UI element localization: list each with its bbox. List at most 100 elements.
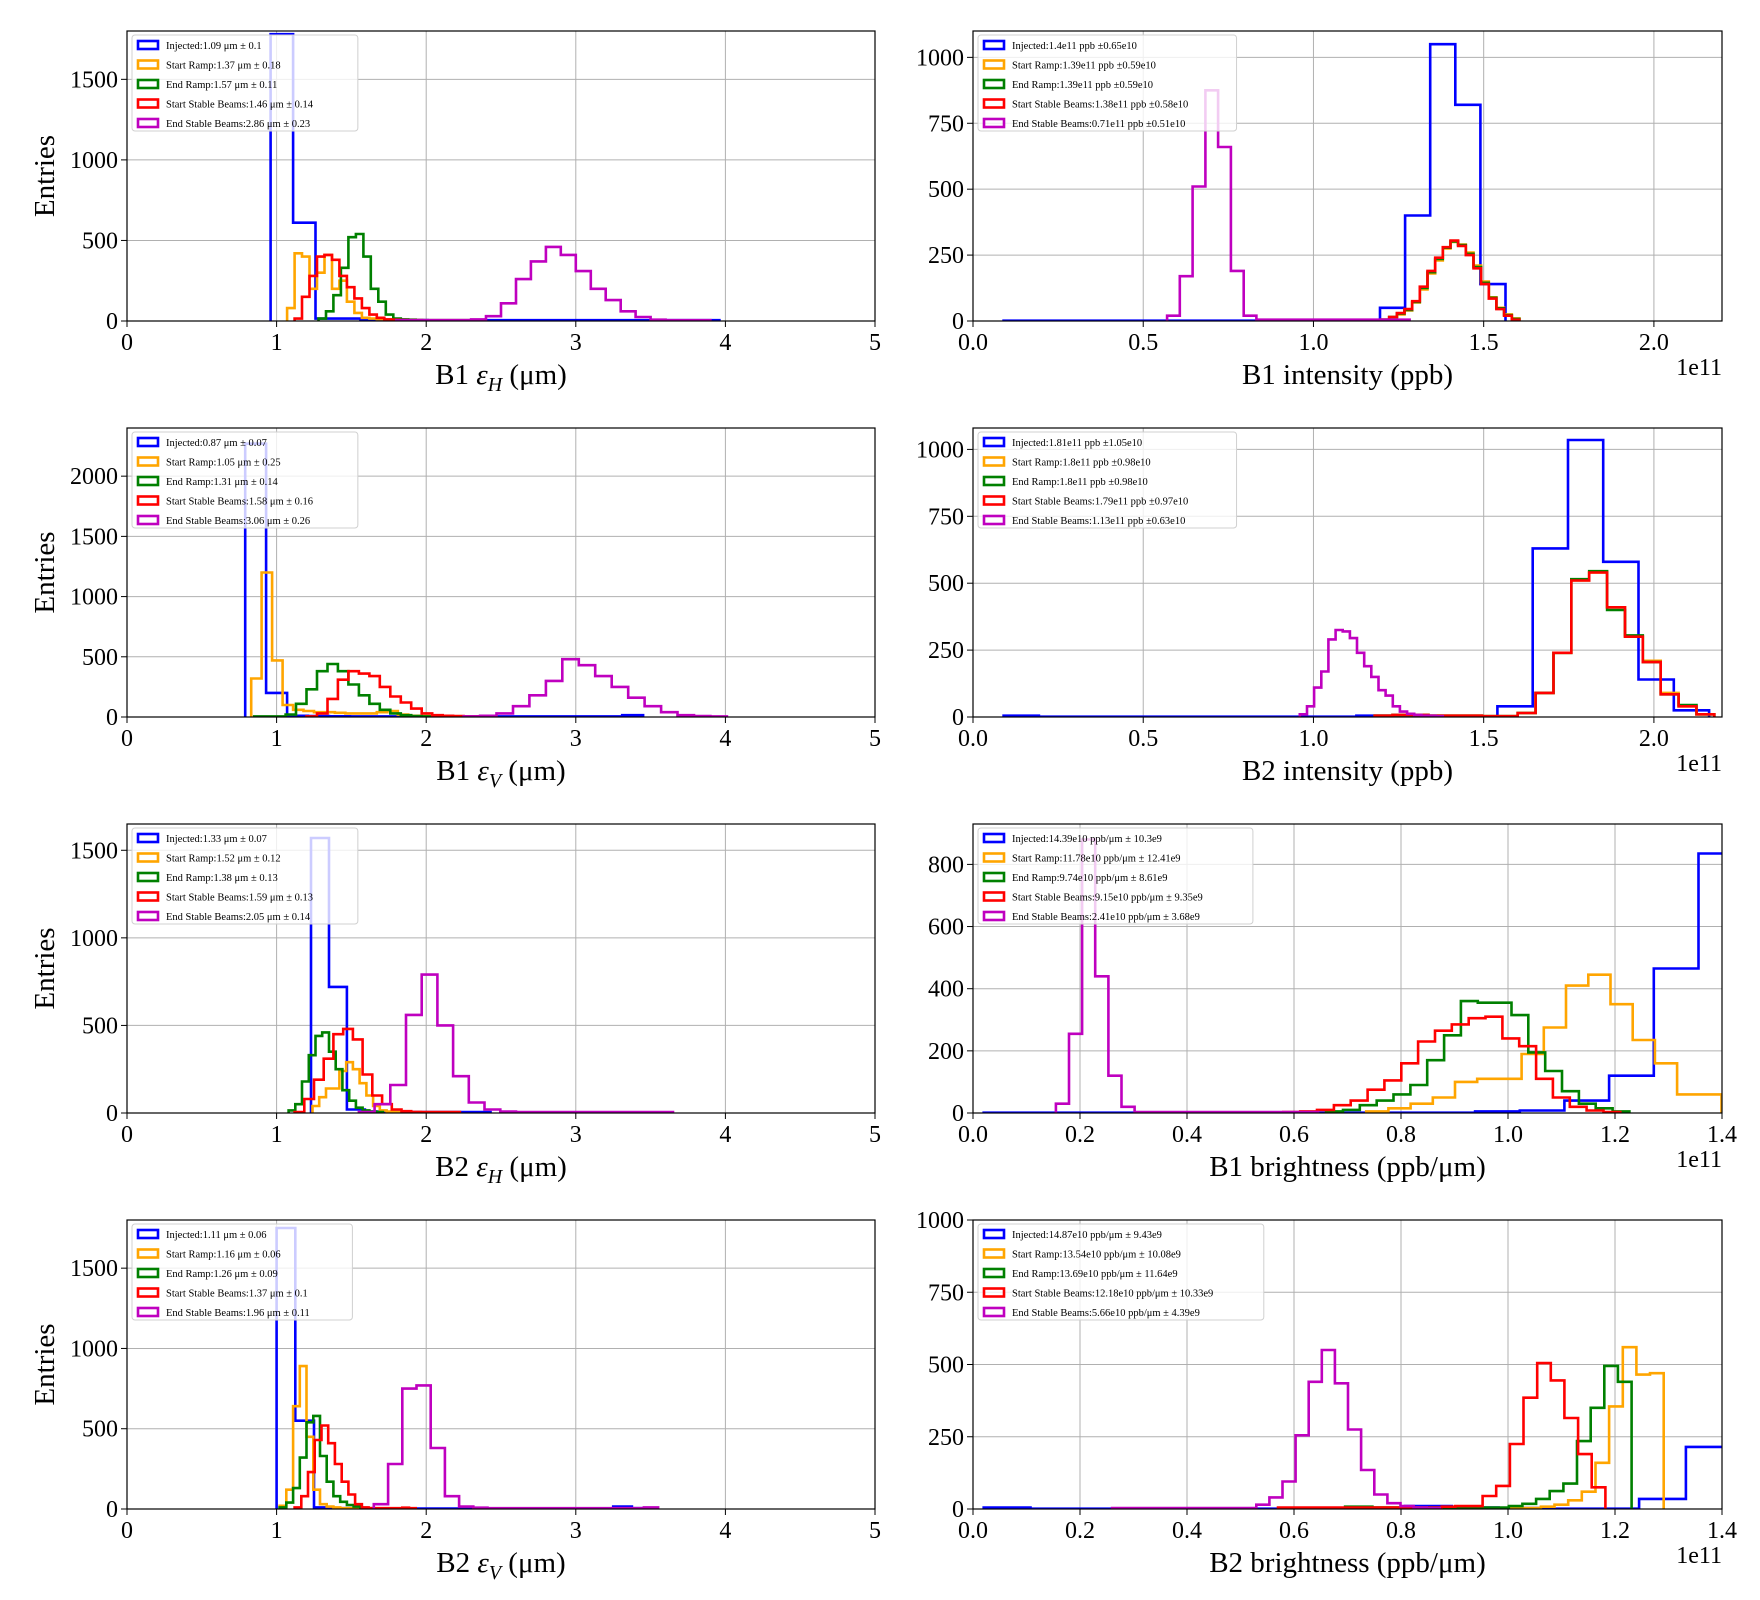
x-tick-label: 3 bbox=[570, 1122, 582, 1148]
legend: Injected:1.33 μm ± 0.07 Start Ramp:1.52 μ… bbox=[131, 827, 359, 925]
legend-swatch bbox=[136, 832, 160, 844]
legend-swatch bbox=[136, 495, 160, 506]
x-tick-label: 1.2 bbox=[1600, 1122, 1630, 1148]
x-tick-label: 2.0 bbox=[1639, 330, 1669, 356]
x-tick-label: 2 bbox=[420, 1518, 432, 1544]
y-tick-label: 250 bbox=[928, 638, 964, 664]
x-tick-label: 4 bbox=[719, 1518, 731, 1544]
legend-label: Start Stable Beams:1.59 μm ± 0.13 bbox=[166, 893, 313, 904]
x-axis-label: B1 intensity (ppb) bbox=[1242, 359, 1453, 391]
legend-swatch bbox=[136, 871, 160, 883]
histogram-series-4 bbox=[1373, 571, 1716, 717]
legend-label: Start Stable Beams:1.46 μm ± 0.14 bbox=[166, 100, 314, 111]
histogram-series-4 bbox=[293, 1027, 462, 1113]
histogram-group bbox=[269, 32, 721, 321]
legend-box bbox=[131, 34, 359, 132]
legend-swatch bbox=[136, 1267, 160, 1279]
legend: Injected:1.81e11 ppb ±1.05e10 Start Ramp:… bbox=[977, 431, 1238, 529]
chart-panel-6: 0.0 0.2 0.4 0.6 0.8 1.0 1.2 1.4 0 200 400 600 800 Inj… bbox=[928, 823, 1737, 1183]
histogram-series-3 bbox=[287, 1031, 385, 1113]
histogram-series-4 bbox=[1282, 1015, 1622, 1113]
legend-swatch bbox=[136, 514, 160, 526]
legend-label: Injected:0.87 μm ± 0.07 bbox=[166, 438, 267, 449]
y-tick-label: 0 bbox=[952, 309, 964, 335]
legend-box bbox=[131, 431, 359, 529]
legend-swatch bbox=[136, 475, 160, 487]
legend-label: End Ramp:1.31 μm ± 0.14 bbox=[166, 477, 278, 488]
histogram-series-4 bbox=[293, 1424, 417, 1509]
y-tick-label: 1000 bbox=[70, 926, 118, 952]
legend: Injected:14.39e10 ppb/μm ± 10.3e9 Start R… bbox=[977, 827, 1254, 925]
chart-panel-5: 0 1 2 3 4 5 0 500 1000 1500 Injected:1.33 μm ± 0.0… bbox=[29, 823, 881, 1188]
y-tick-label: 1000 bbox=[916, 437, 964, 463]
axes-frame bbox=[972, 30, 1723, 322]
x-tick-label: 0.0 bbox=[958, 1122, 988, 1148]
legend-swatch bbox=[136, 1287, 160, 1298]
legend-swatch bbox=[136, 59, 160, 70]
histogram-series-2 bbox=[311, 1060, 402, 1113]
axes-frame bbox=[126, 30, 876, 322]
legend-swatch bbox=[136, 1248, 160, 1259]
legend-label: End Ramp:13.69e10 ppb/μm ± 11.64e9 bbox=[1012, 1269, 1178, 1280]
legend-swatch bbox=[982, 456, 1006, 467]
legend-label: End Ramp:1.8e11 ppb ±0.98e10 bbox=[1012, 477, 1148, 488]
histogram-series-4 bbox=[305, 669, 486, 717]
legend-box bbox=[131, 827, 359, 925]
x-tick-label: 1.0 bbox=[1298, 330, 1328, 356]
x-tick-label: 0 bbox=[121, 330, 133, 356]
legend-label: Start Ramp:11.78e10 ppb/μm ± 12.41e9 bbox=[1012, 854, 1181, 865]
y-tick-label: 1000 bbox=[70, 148, 118, 174]
y-tick-label: 1000 bbox=[70, 1336, 118, 1362]
axes-frame bbox=[972, 427, 1723, 718]
legend-box bbox=[977, 34, 1238, 132]
legend-swatch bbox=[982, 1306, 1006, 1318]
histogram-series-5 bbox=[395, 245, 712, 321]
x-tick-label: 1.0 bbox=[1493, 1122, 1523, 1148]
y-tick-label: 1000 bbox=[70, 585, 118, 611]
legend-swatch bbox=[982, 1267, 1006, 1279]
x-tick-label: 0.0 bbox=[958, 1518, 988, 1544]
x-tick-label: 0.2 bbox=[1065, 1122, 1095, 1148]
legend-box bbox=[977, 431, 1238, 529]
x-tick-label: 0.0 bbox=[958, 330, 988, 356]
y-axis-label: Entries bbox=[29, 1323, 61, 1405]
chart-panel-4: 0.0 0.5 1.0 1.5 2.0 0 250 500 750 1000 Injected:1.… bbox=[916, 427, 1723, 787]
legend-label: Start Ramp:1.8e11 ppb ±0.98e10 bbox=[1012, 458, 1151, 469]
x-axis-label: B1 εH (μm) bbox=[435, 359, 567, 396]
y-tick-label: 1500 bbox=[70, 838, 118, 864]
histogram-series-5 bbox=[462, 657, 729, 717]
x-tick-label: 3 bbox=[570, 330, 582, 356]
histogram-group bbox=[1002, 438, 1716, 717]
y-tick-label: 0 bbox=[952, 1497, 964, 1523]
legend-label: Start Ramp:13.54e10 ppb/μm ± 10.08e9 bbox=[1012, 1250, 1181, 1261]
legend-swatch bbox=[136, 1306, 160, 1318]
x-tick-label: 1 bbox=[271, 330, 283, 356]
y-tick-label: 0 bbox=[106, 705, 118, 731]
y-axis-label: Entries bbox=[29, 927, 61, 1009]
legend-swatch bbox=[982, 436, 1006, 448]
x-tick-label: 0 bbox=[121, 1518, 133, 1544]
legend-label: End Stable Beams:3.06 μm ± 0.26 bbox=[166, 516, 310, 527]
axes-frame bbox=[126, 823, 876, 1114]
legend-label: Injected:14.39e10 ppb/μm ± 10.3e9 bbox=[1012, 834, 1162, 845]
legend-swatch bbox=[982, 910, 1006, 922]
x-tick-label: 2 bbox=[420, 726, 432, 752]
legend: Injected:0.87 μm ± 0.07 Start Ramp:1.05 μ… bbox=[131, 431, 359, 529]
y-tick-label: 500 bbox=[82, 1013, 118, 1039]
x-tick-label: 0.5 bbox=[1128, 726, 1158, 752]
histogram-group bbox=[287, 836, 675, 1113]
legend-label: End Ramp:1.38 μm ± 0.13 bbox=[166, 873, 278, 884]
legend-swatch bbox=[136, 852, 160, 863]
legend-label: Injected:1.09 μm ± 0.1 bbox=[166, 41, 262, 52]
y-tick-label: 600 bbox=[928, 915, 964, 941]
y-tick-label: 0 bbox=[106, 1101, 118, 1127]
legend-swatch bbox=[136, 456, 160, 467]
x-tick-label: 2.0 bbox=[1639, 726, 1669, 752]
legend-label: Injected:1.33 μm ± 0.07 bbox=[166, 834, 267, 845]
x-tick-label: 3 bbox=[570, 726, 582, 752]
x-tick-label: 0.8 bbox=[1386, 1122, 1416, 1148]
x-tick-label: 1 bbox=[271, 1122, 283, 1148]
x-axis-label: B2 intensity (ppb) bbox=[1242, 755, 1453, 787]
y-axis-label: Entries bbox=[29, 135, 61, 217]
